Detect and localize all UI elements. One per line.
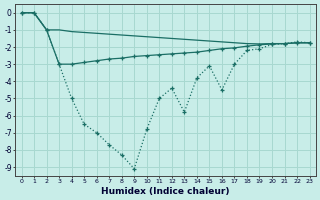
X-axis label: Humidex (Indice chaleur): Humidex (Indice chaleur) [101,187,230,196]
